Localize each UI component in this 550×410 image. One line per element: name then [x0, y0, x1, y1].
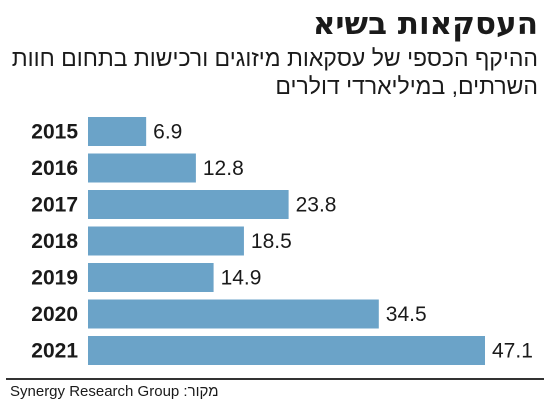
value-label-2021: 47.1 [492, 340, 533, 363]
bottom-rule [6, 378, 544, 380]
bar-2017 [88, 190, 289, 219]
bar-2015 [88, 117, 147, 146]
value-label-2018: 18.5 [251, 230, 292, 253]
chart-title: העסקאות בשיא [312, 6, 538, 42]
bar-2019 [88, 263, 214, 292]
chart-subtitle: ההיקף הכספי של עסקאות מיזוגים ורכישות בת… [11, 45, 538, 99]
year-label-2019: 2019 [31, 267, 78, 290]
bar-2021 [88, 336, 485, 365]
value-label-2020: 34.5 [386, 303, 427, 326]
year-label-2016: 2016 [31, 157, 78, 180]
year-label-2021: 2021 [31, 340, 78, 363]
value-label-2017: 23.8 [296, 194, 337, 217]
value-label-2015: 6.9 [153, 121, 182, 144]
year-label-2020: 2020 [31, 303, 78, 326]
year-label-2015: 2015 [31, 121, 78, 144]
value-label-2016: 12.8 [203, 157, 244, 180]
bar-2018 [88, 226, 244, 256]
source-line: מקור: Synergy Research Group [10, 383, 219, 400]
year-label-2018: 2018 [31, 230, 78, 253]
bar-2016 [88, 153, 196, 183]
bar-2020 [88, 299, 379, 329]
value-label-2019: 14.9 [221, 267, 262, 290]
year-label-2017: 2017 [31, 194, 78, 217]
